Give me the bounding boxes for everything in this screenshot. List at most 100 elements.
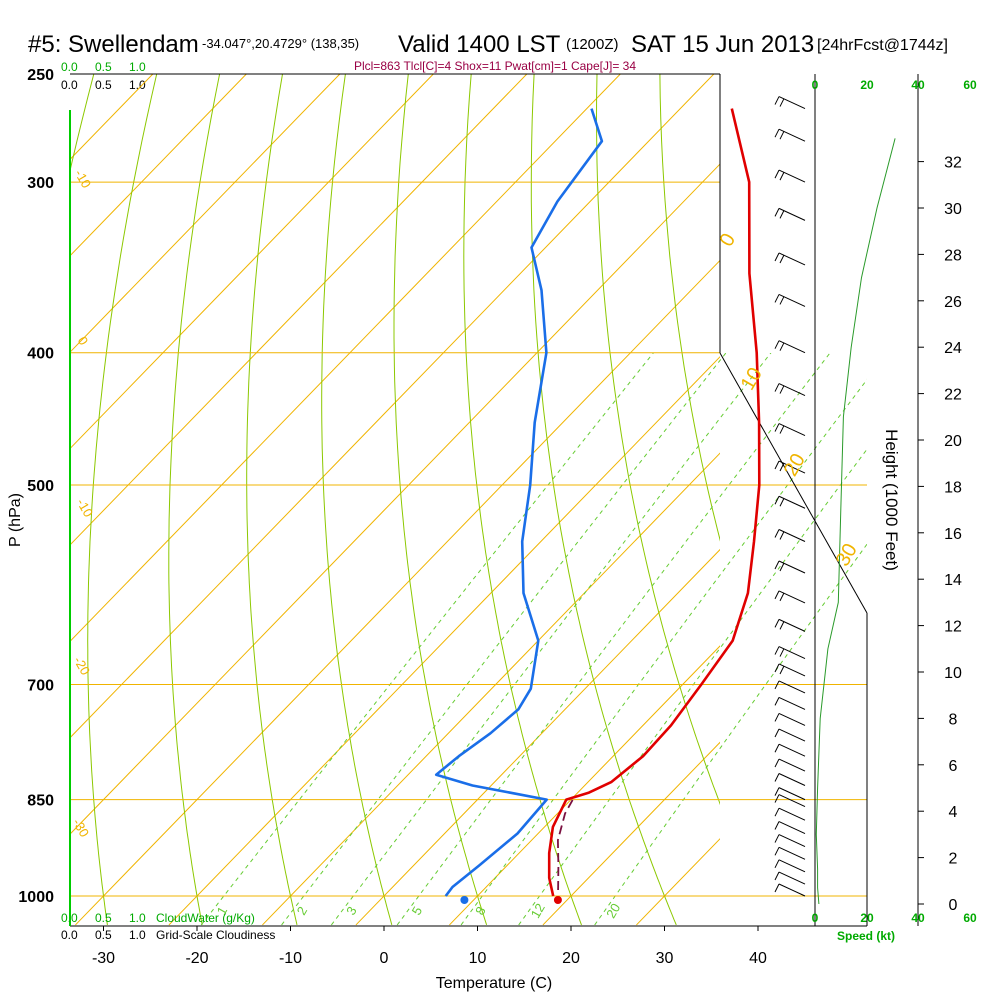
cw-bot-2: 1.0 [129, 911, 146, 925]
x-tick-label: -20 [185, 950, 208, 967]
speed-bot-0: 0 [812, 911, 819, 925]
height-tick-label: 16 [944, 526, 962, 543]
dry-adiabat-line [974, 74, 1000, 925]
height-profile [815, 138, 896, 905]
wind-barb [774, 663, 806, 677]
isotherm-label: -30 [70, 816, 92, 840]
x-axis-label: Temperature (C) [436, 975, 552, 992]
wind-barb [774, 743, 806, 757]
height-tick-label: 24 [944, 340, 962, 357]
wind-barb [774, 728, 806, 742]
mixing-ratio-line [331, 353, 772, 926]
temperature-series-line [547, 108, 761, 897]
dry-adiabat-line [659, 74, 720, 542]
isotherm-label: 30 [832, 540, 862, 570]
height-tick-label: 10 [944, 665, 962, 682]
cw-bot-0: 0.0 [61, 911, 78, 925]
wind-barb [774, 871, 806, 885]
mixing-ratio-label: 2 [294, 904, 311, 918]
speed-top-1: 20 [860, 78, 874, 92]
wind-barb [774, 590, 806, 604]
x-tick-label: 40 [749, 950, 767, 967]
isotherm-line [70, 74, 528, 546]
isotherm-line [823, 74, 1000, 925]
dry-adiabat-lines [70, 74, 1000, 926]
isotherm-lines [70, 74, 1000, 926]
wind-barb [774, 794, 806, 808]
plot-frame [70, 73, 919, 927]
height-tick-label: 12 [944, 619, 962, 636]
cl-top-1: 0.5 [95, 78, 112, 92]
mixing-ratio-line [281, 353, 727, 926]
sounding-series [434, 108, 761, 904]
speed-label: Speed (kt) [837, 929, 895, 943]
cl-top-0: 0.0 [61, 78, 78, 92]
wind-barb [774, 696, 806, 710]
pressure-lines [70, 73, 867, 897]
x-axis-ticks: -30 -20 -10 0 10 20 30 40 [92, 926, 767, 967]
wind-barb [774, 169, 806, 183]
wind-barb [774, 460, 806, 474]
station-title: #5: Swellendam [28, 31, 199, 58]
wind-barb [774, 618, 806, 632]
isotherm-line [70, 163, 720, 835]
wind-barb [774, 252, 806, 266]
isotherm-line [70, 74, 341, 353]
mixing-ratio-line [594, 543, 867, 926]
speed-scale: 0 20 40 60 0 20 40 60 Speed (kt) [812, 78, 977, 943]
x-tick-label: 10 [469, 950, 487, 967]
pressure-tick-label: 700 [27, 678, 54, 695]
station-location: -34.047°,20.4729° (138,35) [202, 36, 359, 51]
pressure-tick-label: 400 [27, 346, 54, 363]
mixing-ratio-line [518, 448, 867, 926]
height-tick-label: 28 [944, 247, 962, 264]
height-tick-label: 6 [949, 758, 958, 775]
pressure-axis-ticks: 250 300 400 500 700 850 1000 [18, 67, 54, 906]
cw-bot-1: 0.5 [95, 911, 112, 925]
speed-bot-2: 40 [911, 911, 925, 925]
height-tick-label: 30 [944, 201, 962, 218]
mixing-ratio-label: 3 [343, 904, 360, 918]
x-tick-label: -30 [92, 950, 115, 967]
isotherm-label: 20 [780, 450, 810, 480]
parcel-series-line [557, 799, 574, 891]
height-tick-label: 22 [944, 387, 962, 404]
height-tick-label: 4 [949, 804, 958, 821]
isotherm-label: 0 [715, 230, 740, 251]
height-tick-label: 0 [949, 897, 958, 914]
wind-barb [774, 383, 806, 397]
pressure-tick-label: 300 [27, 175, 54, 192]
speed-bot-3: 60 [963, 911, 977, 925]
cloudwater-bottom-scale: 0.0 0.5 1.0 CloudWater (g/Kg) 0.0 0.5 1.… [61, 911, 275, 942]
pressure-tick-label: 1000 [18, 889, 54, 906]
pressure-tick-label: 500 [27, 478, 54, 495]
wind-barb [774, 340, 806, 354]
height-tick-label: 2 [949, 851, 958, 868]
indices-line: Plcl=863 Tlcl[C]=4 Shox=11 Pwat[cm]=1 Ca… [354, 59, 636, 73]
wind-barb [774, 529, 806, 542]
height-tick-label: 14 [944, 572, 962, 589]
height-tick-label: 26 [944, 294, 962, 311]
wind-barb [774, 294, 806, 307]
isotherm-line [542, 741, 720, 926]
wind-barb [774, 883, 806, 897]
dry-adiabat-line [87, 74, 158, 925]
height-axis-label: Height (1000 Feet) [882, 429, 901, 571]
wind-barb [774, 96, 806, 110]
surface-temperature-marker [553, 896, 562, 904]
height-tick-label: 8 [949, 711, 958, 728]
dry-adiabat-line [530, 74, 677, 926]
mixing-ratio-label: 20 [603, 901, 623, 921]
wind-barb [774, 773, 806, 786]
isotherm-line [70, 74, 715, 739]
dry-adiabat-line [246, 74, 298, 926]
isotherm-label: -20 [71, 654, 93, 678]
mixing-ratio-line [460, 378, 867, 926]
dry-adiabat-line [393, 74, 488, 926]
wind-barb [774, 821, 806, 834]
wind-speed-profile-line [815, 138, 896, 905]
mixing-ratio-lines [200, 353, 867, 926]
wind-barb [774, 859, 806, 873]
mixing-ratio-line [200, 353, 654, 926]
